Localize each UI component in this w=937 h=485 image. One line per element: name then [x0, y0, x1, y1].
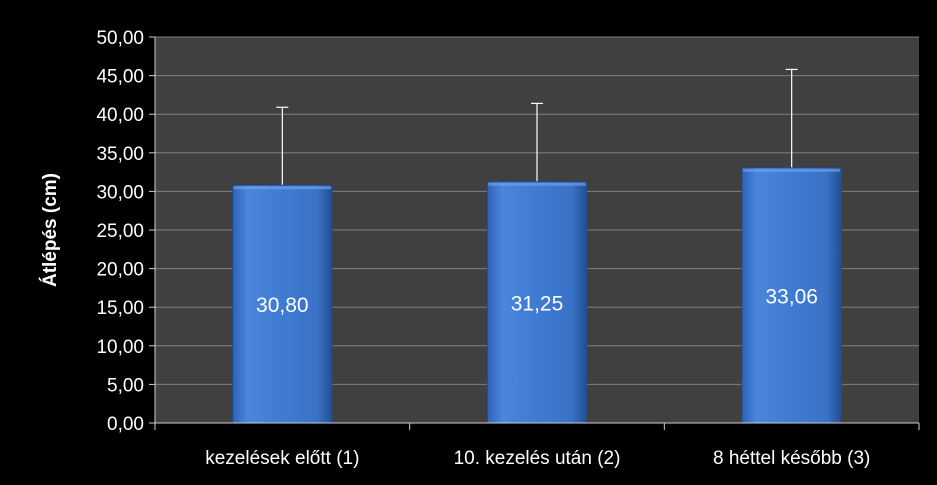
- y-axis-label: Átlépés (cm): [39, 173, 61, 287]
- data-label: 33,06: [765, 285, 818, 308]
- y-tick-label: 35,00: [96, 144, 144, 165]
- y-tick-label: 20,00: [96, 260, 144, 281]
- y-tick-label: 50,00: [96, 28, 144, 49]
- data-label: 31,25: [511, 292, 564, 315]
- x-category-label: 10. kezelés után (2): [454, 448, 621, 469]
- bar: [486, 181, 588, 424]
- y-tick-label: 15,00: [96, 298, 144, 319]
- y-tick-label: 10,00: [96, 337, 144, 358]
- bar: [741, 167, 842, 424]
- y-tick-label: 45,00: [96, 67, 144, 88]
- y-tick-label: 5,00: [107, 375, 144, 396]
- bar: [232, 184, 333, 424]
- data-label: 30,80: [256, 294, 309, 317]
- bar-highlight: [743, 168, 841, 172]
- x-category-label: kezelések előtt (1): [205, 448, 359, 469]
- bar-highlight: [488, 182, 586, 186]
- bar-highlight: [233, 186, 331, 190]
- y-tick-label: 40,00: [96, 105, 144, 126]
- axes: 0,00 5,00 10,00 15,00 20,00 25,00 30,00 35,00 40…: [96, 28, 920, 469]
- y-tick-label: 0,00: [107, 414, 144, 435]
- y-tick-label: 25,00: [96, 221, 144, 242]
- x-category-label: 8 héttel később (3): [713, 448, 870, 469]
- bars: 30,80 31,25 33,06: [232, 68, 842, 424]
- y-tick-label: 30,00: [96, 182, 144, 203]
